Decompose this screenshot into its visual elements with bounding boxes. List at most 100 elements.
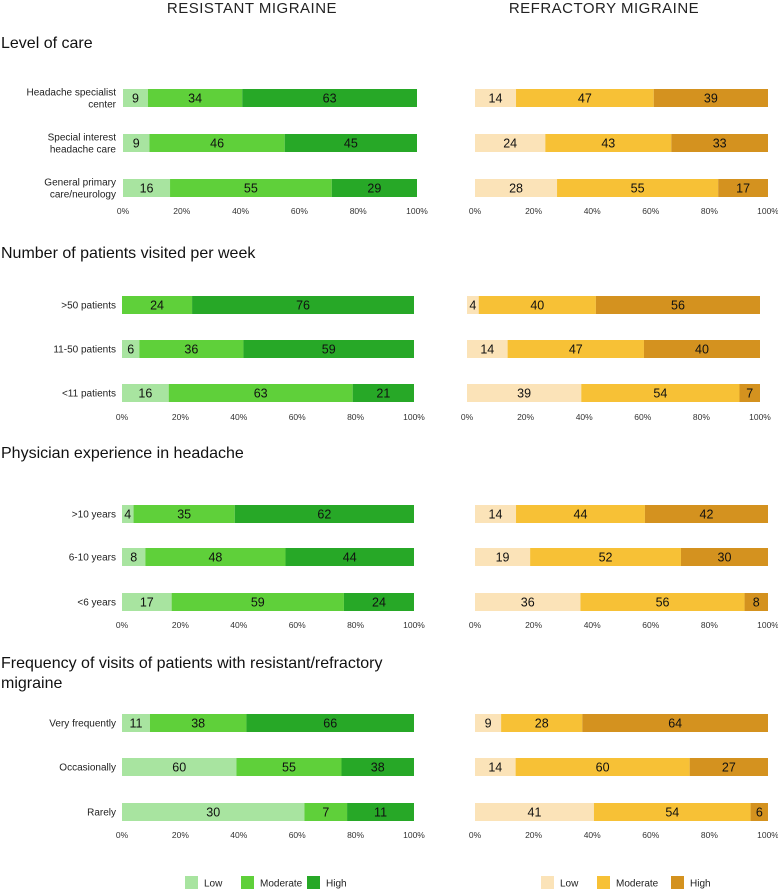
resistant-tick-label-1-3: 60% — [289, 412, 306, 422]
refractory-data-label-2-1-high: 30 — [718, 551, 732, 565]
refractory-tick-label-3-3: 60% — [642, 830, 659, 840]
resistant-data-label-2-2-moderate: 59 — [251, 596, 265, 610]
refractory-data-label-1-2-moderate: 54 — [653, 387, 667, 401]
refractory-data-label-1-2-low: 39 — [517, 387, 531, 401]
refractory-tick-label-1-5: 100% — [749, 412, 771, 422]
refractory-bar-3-2-high — [750, 803, 768, 821]
chart-sections: Level of care Headache specialist center Sp… — [1, 35, 778, 840]
refractory-tick-label-0-5: 100% — [757, 206, 778, 216]
section-1: Number of patients visited per week >50 p… — [1, 245, 771, 422]
resistant-tick-label-0-4: 80% — [350, 206, 367, 216]
refractory-tick-label-3-2: 40% — [584, 830, 601, 840]
refractory-bar-0-1-moderate — [545, 134, 672, 152]
resistant-bar-1-1-moderate — [139, 340, 244, 358]
refractory-tick-label-2-1: 20% — [525, 620, 542, 630]
resistant-bar-3-2-low — [122, 803, 305, 821]
refractory-bar-0-2-moderate — [557, 179, 719, 197]
resistant-tick-label-1-5: 100% — [403, 412, 425, 422]
resistant-data-label-0-0-moderate: 34 — [188, 92, 202, 106]
refractory-data-label-2-2-low: 36 — [521, 596, 535, 610]
category-label-3-0: Very frequently — [49, 719, 116, 730]
refractory-data-label-0-0-high: 39 — [704, 92, 718, 106]
resistant-bar-3-0-moderate — [149, 714, 247, 732]
resistant-tick-label-0-0: 0% — [117, 206, 130, 216]
resistant-tick-label-2-1: 20% — [172, 620, 189, 630]
resistant-tick-label-2-2: 40% — [230, 620, 247, 630]
refractory-data-label-0-1-high: 33 — [713, 137, 727, 151]
right-legend-label-moderate: Moderate — [616, 879, 659, 890]
refractory-data-label-1-1-moderate: 47 — [569, 343, 583, 357]
refractory-data-label-1-1-low: 14 — [480, 343, 494, 357]
refractory-bar-1-2-moderate — [581, 384, 740, 402]
resistant-bar-2-0-moderate — [133, 505, 235, 523]
refractory-bar-1-0-low — [467, 296, 479, 314]
resistant-data-label-3-0-low: 11 — [129, 717, 142, 731]
resistant-bar-0-2-low — [123, 179, 171, 197]
resistant-bar-2-2-high — [343, 593, 414, 611]
resistant-bar-2-1-low — [122, 548, 146, 566]
refractory-bar-3-2-low — [475, 803, 594, 821]
resistant-data-label-3-2-low: 30 — [206, 806, 220, 820]
refractory-bar-0-0-moderate — [516, 89, 654, 107]
refractory-bar-0-0-low — [475, 89, 517, 107]
resistant-data-label-3-0-moderate: 38 — [191, 717, 205, 731]
resistant-data-label-3-1-high: 38 — [371, 761, 385, 775]
resistant-data-label-2-1-low: 8 — [130, 551, 137, 565]
category-label-2-0: >10 years — [72, 510, 116, 521]
resistant-bar-1-0-high — [192, 296, 414, 314]
category-label-3-2: Rarely — [87, 808, 116, 819]
resistant-tick-label-0-5: 100% — [406, 206, 428, 216]
category-label-2-2: <6 years — [77, 598, 116, 609]
refractory-data-label-2-0-moderate: 44 — [574, 508, 588, 522]
refractory-data-label-2-0-high: 42 — [700, 508, 714, 522]
right-legend-swatch-moderate — [597, 876, 610, 889]
refractory-data-label-3-2-low: 41 — [528, 806, 542, 820]
resistant-bar-3-1-high — [341, 758, 414, 776]
resistant-bar-3-0-low — [122, 714, 150, 732]
resistant-tick-label-1-0: 0% — [116, 412, 129, 422]
left-legend-swatch-high — [307, 876, 320, 889]
refractory-data-label-0-0-moderate: 47 — [578, 92, 592, 106]
refractory-data-label-1-0-moderate: 40 — [530, 299, 544, 313]
refractory-bar-3-1-low — [475, 758, 516, 776]
refractory-data-label-3-0-moderate: 28 — [535, 717, 549, 731]
resistant-data-label-0-1-low: 9 — [133, 137, 140, 151]
resistant-bar-3-0-high — [246, 714, 414, 732]
section-0: Level of care Headache specialist center Sp… — [1, 35, 778, 216]
resistant-bar-1-2-low — [122, 384, 169, 402]
resistant-bar-3-2-moderate — [304, 803, 348, 821]
resistant-tick-label-2-3: 60% — [289, 620, 306, 630]
section-title-2: Physician experience in headache — [1, 445, 244, 462]
resistant-bar-1-1-high — [243, 340, 414, 358]
refractory-data-label-1-2-high: 7 — [746, 387, 753, 401]
refractory-bar-2-0-high — [644, 505, 768, 523]
refractory-bar-3-0-moderate — [501, 714, 583, 732]
resistant-bar-2-0-low — [122, 505, 134, 523]
resistant-tick-label-0-2: 40% — [232, 206, 249, 216]
resistant-data-label-1-1-moderate: 36 — [184, 343, 198, 357]
resistant-data-label-3-0-high: 66 — [323, 717, 337, 731]
refractory-data-label-2-0-low: 14 — [489, 508, 503, 522]
refractory-tick-label-1-1: 20% — [517, 412, 534, 422]
refractory-data-label-0-2-high: 17 — [736, 182, 750, 196]
refractory-tick-label-2-3: 60% — [642, 620, 659, 630]
refractory-data-label-3-0-low: 9 — [485, 717, 492, 731]
resistant-bar-3-1-low — [122, 758, 237, 776]
right-legend-swatch-low — [541, 876, 554, 889]
refractory-tick-label-1-3: 60% — [634, 412, 651, 422]
resistant-bar-0-0-high — [242, 89, 417, 107]
resistant-data-label-1-0-moderate: 24 — [150, 299, 164, 313]
category-label-0-1: Special interest headache care — [48, 133, 117, 156]
refractory-bar-0-2-low — [475, 179, 558, 197]
resistant-tick-label-3-4: 80% — [347, 830, 364, 840]
refractory-data-label-3-1-high: 27 — [722, 761, 736, 775]
refractory-bar-2-2-moderate — [580, 593, 745, 611]
resistant-tick-label-1-4: 80% — [347, 412, 364, 422]
refractory-data-label-1-0-high: 56 — [671, 299, 685, 313]
resistant-bar-1-2-high — [352, 384, 414, 402]
resistant-bar-0-1-high — [284, 134, 417, 152]
refractory-data-label-1-0-low: 4 — [469, 299, 476, 313]
resistant-bar-2-0-high — [234, 505, 414, 523]
right-legend-label-low: Low — [560, 879, 579, 890]
refractory-tick-label-2-5: 100% — [757, 620, 778, 630]
